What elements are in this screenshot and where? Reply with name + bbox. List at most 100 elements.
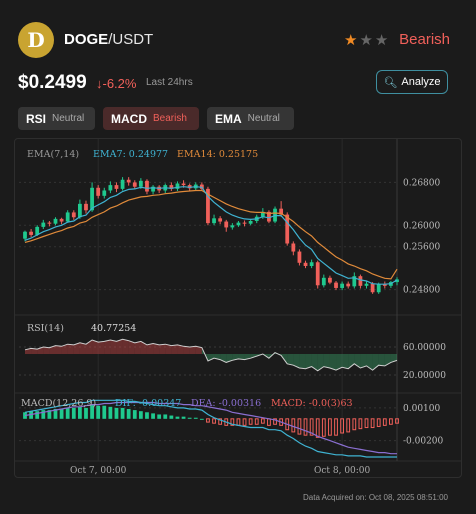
macd-histogram-bar	[389, 418, 393, 425]
indicator-rsi[interactable]: RSI Neutral	[18, 107, 95, 130]
chart-svg[interactable]: 0.26800 0.26000 0.25600 0.24800 60.00000 20.0…	[15, 139, 462, 478]
rating-stars: ★★★	[344, 31, 390, 49]
down-arrow-icon: ↓	[96, 76, 103, 91]
rsi-overbought-fill	[79, 342, 86, 354]
candle-body	[352, 276, 357, 287]
macd-histogram-bar	[328, 418, 332, 436]
rsi-oversold-fill	[305, 354, 312, 369]
rsi-tick-label: 20.00000	[403, 371, 446, 381]
macd-histogram-bar	[340, 418, 345, 434]
macd-histogram-bar	[35, 411, 40, 419]
indicator-rsi-status: Neutral	[52, 113, 85, 124]
search-icon: 🔍︎	[383, 76, 398, 89]
rsi-overbought-fill	[98, 341, 105, 354]
dea-line	[24, 401, 397, 455]
candle-body	[224, 221, 229, 228]
candle-body	[291, 243, 296, 252]
macd-histogram-bar	[175, 416, 180, 419]
dif-line	[24, 399, 397, 458]
rsi-legend-value: 40.77254	[91, 323, 136, 334]
time-tick-label: Oct 8, 00:00	[314, 466, 371, 476]
candle-body	[382, 284, 387, 286]
price-chart[interactable]: 0.26800 0.26000 0.25600 0.24800 60.00000 20.0…	[14, 138, 462, 478]
candle-body	[218, 218, 223, 222]
macd-histogram-bar	[65, 407, 70, 419]
indicator-ema[interactable]: EMA Neutral	[207, 107, 294, 130]
macd-histogram-bar	[151, 413, 155, 419]
candle-body	[53, 218, 58, 224]
candle-body	[297, 251, 302, 263]
indicator-macd[interactable]: MACD Bearish	[103, 107, 199, 130]
macd-histogram-bar	[41, 410, 46, 419]
candle-body	[77, 203, 82, 218]
candle-body	[84, 203, 88, 211]
data-timestamp: Data Acquired on: Oct 08, 2025 08:51:00	[303, 493, 448, 502]
macd-histogram-bar	[47, 410, 52, 419]
rsi-overbought-fill	[183, 346, 190, 354]
ema-legend-title: EMA(7,14)	[27, 149, 79, 160]
macd-histogram-bar	[315, 418, 320, 438]
rsi-overbought-fill	[177, 344, 184, 354]
rsi-overbought-fill	[73, 342, 80, 354]
price-change: ↓-6.2%	[96, 76, 136, 91]
candle-body	[340, 283, 345, 288]
price-tick-label: 0.25600	[403, 243, 440, 253]
sentiment-label: Bearish	[399, 31, 450, 48]
candle-body	[108, 185, 113, 191]
rsi-overbought-fill	[116, 339, 123, 354]
indicator-ema-status: Neutral	[247, 113, 280, 124]
macd-histogram-bar	[309, 418, 314, 436]
rsi-oversold-fill	[262, 354, 269, 359]
candle-body	[236, 222, 241, 226]
macd-histogram-bar	[145, 412, 149, 419]
macd-histogram-bar	[260, 418, 265, 424]
pair-base: DOGE	[64, 31, 109, 48]
analyze-button[interactable]: 🔍︎ Analyze	[376, 70, 448, 94]
candle-body	[370, 283, 375, 293]
candle-body	[260, 211, 265, 217]
candle-body	[102, 190, 107, 196]
current-price: $0.2499	[18, 72, 87, 93]
candle-body	[334, 282, 338, 288]
dea-legend: DEA: -0.00316	[191, 398, 261, 409]
rsi-oversold-fill	[311, 354, 318, 371]
rsi-oversold-fill	[336, 354, 343, 371]
rsi-oversold-fill	[232, 354, 239, 361]
macd-histogram-bar	[346, 418, 351, 433]
rsi-overbought-fill	[165, 344, 172, 354]
macd-histogram-bar	[303, 418, 308, 436]
rsi-overbought-fill	[195, 346, 202, 354]
rsi-overbought-fill	[43, 347, 50, 354]
ema7-legend: EMA7: 0.24977	[93, 149, 168, 160]
change-period: Last 24hrs	[146, 77, 193, 88]
rsi-oversold-fill	[329, 354, 337, 371]
rsi-oversold-fill	[323, 354, 330, 368]
macd-histogram-bar	[212, 418, 216, 424]
price-tick-label: 0.26000	[403, 221, 440, 231]
macd-histogram-bar	[321, 418, 326, 437]
candle-body	[114, 185, 119, 189]
candle-body	[206, 188, 210, 224]
pair-quote: /USDT	[108, 31, 154, 48]
logo-letter: D	[27, 28, 45, 52]
price-change-value: -6.2%	[102, 76, 137, 91]
ema14-line	[24, 189, 398, 280]
candle-body	[315, 262, 320, 286]
rsi-oversold-fill	[317, 354, 324, 371]
macd-histogram-bar	[138, 411, 143, 419]
candle-body	[96, 187, 101, 196]
rsi-oversold-fill	[293, 354, 300, 368]
macd-histogram-bar	[382, 418, 387, 426]
candle-body	[175, 183, 180, 189]
indicator-rsi-name: RSI	[26, 111, 47, 126]
rsi-oversold-fill	[342, 354, 349, 369]
candle-body	[145, 180, 149, 192]
macd-histogram-bar	[120, 407, 125, 419]
macd-histogram-bar	[163, 414, 168, 419]
macd-histogram-bar	[254, 418, 259, 425]
rsi-oversold-fill	[299, 354, 306, 369]
header: D DOGE/USDT ★★★ Bearish	[18, 22, 458, 58]
rsi-line	[24, 338, 398, 372]
candle-body	[242, 222, 247, 224]
indicator-macd-name: MACD	[111, 111, 147, 126]
